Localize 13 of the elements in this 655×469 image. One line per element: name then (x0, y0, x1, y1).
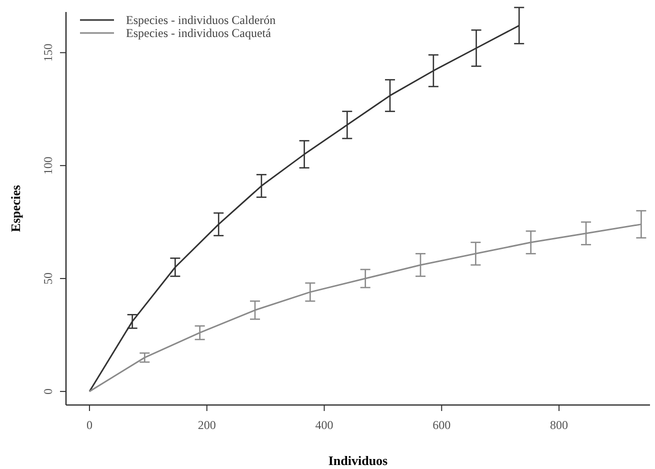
x-tick-label: 800 (550, 418, 568, 432)
x-tick-label: 0 (86, 418, 92, 432)
y-axis-title: Especies (8, 185, 23, 232)
x-tick-label: 600 (432, 418, 451, 432)
x-tick-label: 400 (315, 418, 334, 432)
y-tick-label: 150 (41, 44, 55, 62)
legend-label: Especies - individuos Calderón (126, 13, 276, 27)
x-tick-label: 200 (198, 418, 216, 432)
y-tick-label: 0 (41, 388, 55, 394)
legend-label: Especies - individuos Caquetá (126, 26, 272, 40)
y-tick-label: 50 (41, 272, 55, 285)
x-axis-title: Individuos (328, 453, 388, 468)
y-tick-label: 100 (41, 156, 55, 175)
